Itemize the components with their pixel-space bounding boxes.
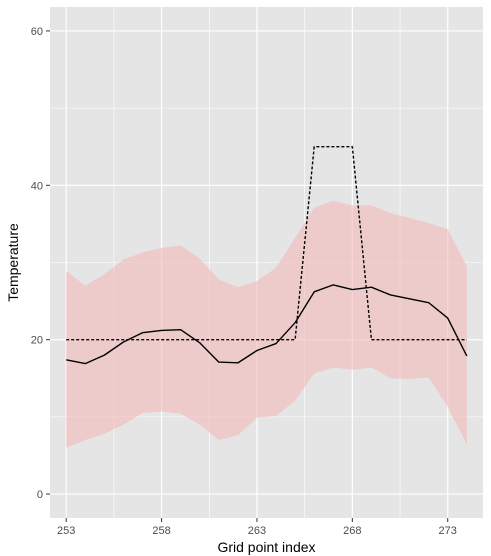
y-tick-label: 40: [31, 180, 43, 192]
x-tick-label: 273: [439, 525, 457, 537]
x-tick-label: 268: [343, 525, 361, 537]
solid-series-line: [66, 284, 468, 365]
y-axis-title: Temperature: [5, 223, 21, 302]
axis-ticks: 253 258 263 268 273 0 20 40 60: [31, 26, 457, 537]
x-tick-label: 253: [57, 525, 75, 537]
y-tick-label: 0: [37, 489, 43, 501]
dashed-series-line: [66, 146, 467, 341]
x-tick-label: 258: [152, 525, 170, 537]
y-tick-label: 20: [31, 335, 43, 347]
confidence-band-layer: [66, 200, 467, 448]
x-axis-title: Grid point index: [217, 539, 315, 555]
confidence-band: [66, 200, 467, 448]
y-tick-label: 60: [31, 26, 43, 38]
series-layer: [66, 146, 468, 365]
x-tick-label: 263: [248, 525, 266, 537]
